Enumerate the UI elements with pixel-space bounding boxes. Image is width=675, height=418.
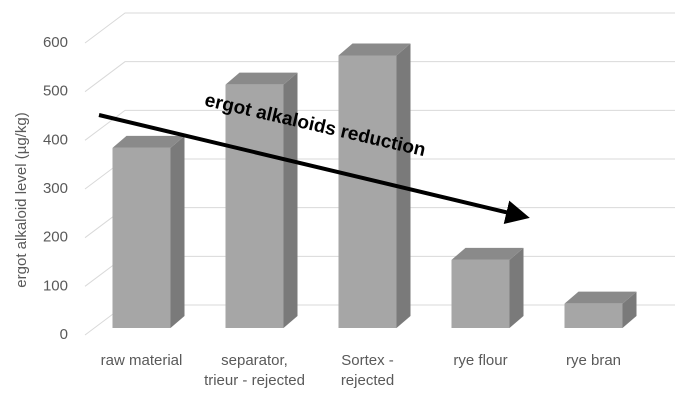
- bar-top: [225, 72, 298, 85]
- bar-top: [564, 291, 637, 304]
- bar-front: [451, 259, 510, 328]
- x-tick-label: rye bran: [565, 352, 622, 369]
- bar-side: [622, 291, 637, 328]
- y-tick-label: 400: [43, 131, 68, 148]
- y-tick-label: 0: [60, 326, 68, 343]
- bar: [564, 291, 637, 328]
- bar: [338, 43, 411, 328]
- bar-front: [338, 55, 397, 328]
- x-tick-label: raw material: [100, 352, 183, 369]
- bar-top: [451, 247, 524, 260]
- y-tick-label: 600: [43, 34, 68, 51]
- x-tick-label: separator, trieur - rejected: [204, 352, 305, 389]
- grid-line: [84, 61, 675, 93]
- bar-front: [225, 84, 284, 329]
- bar-front: [564, 303, 623, 328]
- x-tick-label: rye flour: [453, 352, 508, 369]
- bar: [225, 72, 298, 329]
- y-tick-label: 300: [43, 180, 68, 197]
- bar-side: [170, 135, 185, 328]
- bar-side: [509, 247, 524, 328]
- y-tick-label: 100: [43, 277, 68, 294]
- bar-front: [112, 147, 171, 328]
- y-axis-label: ergot alkaloid level (µg/kg): [13, 112, 30, 287]
- bar: [451, 247, 524, 328]
- annotation-arrow: [98, 113, 530, 224]
- bar-top: [338, 43, 411, 56]
- bar: [112, 135, 185, 328]
- y-tick-label: 200: [43, 229, 68, 246]
- grid-line: [84, 12, 675, 44]
- bar-top: [112, 135, 185, 148]
- bar-side: [283, 72, 298, 329]
- grid-line: [84, 109, 675, 141]
- y-tick-label: 500: [43, 83, 68, 100]
- x-tick-label: Sortex - rejected: [340, 352, 395, 389]
